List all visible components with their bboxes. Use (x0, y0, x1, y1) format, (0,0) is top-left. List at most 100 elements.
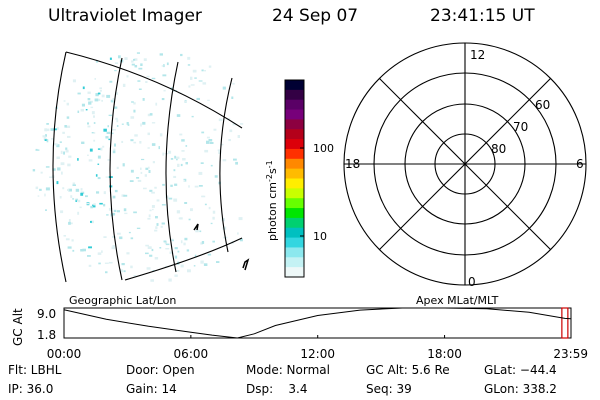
uv-speckle (123, 194, 128, 197)
uv-speckle (60, 162, 65, 166)
uv-speckle (72, 249, 75, 252)
info-field: GC Alt: 5.6 Re (366, 363, 450, 377)
uv-speckle (116, 125, 119, 127)
uv-speckle (133, 141, 137, 144)
uv-speckle (231, 96, 234, 99)
uv-speckle (179, 217, 183, 220)
uv-speckle (119, 236, 123, 240)
uv-speckle (91, 220, 94, 224)
uv-speckle (133, 211, 137, 214)
uv-speckle (53, 128, 57, 131)
colorbar-swatch (285, 168, 304, 179)
uv-speckle (207, 253, 212, 256)
info-field: GLon: 338.2 (484, 382, 557, 396)
uv-speckle (208, 65, 212, 68)
uv-speckle (91, 111, 95, 115)
uv-speckle (126, 75, 129, 78)
uv-speckle (168, 197, 173, 200)
uv-speckle (140, 167, 142, 170)
uv-speckle (44, 139, 48, 141)
x-tick-label: 23:59 (553, 347, 588, 361)
uv-speckle (180, 240, 183, 244)
uv-speckle (169, 238, 174, 241)
uv-speckle (103, 128, 107, 132)
uv-speckle (134, 65, 138, 68)
uv-speckle (129, 180, 134, 182)
uv-speckle (194, 185, 199, 188)
uv-speckle (59, 196, 62, 199)
uv-speckle (198, 80, 203, 82)
uv-speckle (97, 177, 101, 180)
uv-speckle (177, 250, 180, 253)
uv-speckle (56, 127, 59, 130)
uv-speckle (147, 113, 151, 117)
mlt-label-0: 0 (468, 275, 476, 289)
info-field: Door: Open (126, 363, 195, 377)
colorbar-swatch (285, 129, 304, 140)
uv-speckle (173, 198, 178, 202)
uv-speckle (50, 128, 54, 131)
uv-speckle (212, 216, 215, 220)
uv-speckle (152, 161, 155, 164)
uv-speckle (80, 188, 83, 191)
uv-speckle (140, 171, 143, 174)
uv-speckle (163, 64, 165, 68)
uv-speckle (97, 148, 101, 150)
uv-speckle (180, 264, 184, 268)
uv-speckle (111, 132, 114, 135)
uv-speckle (127, 123, 130, 126)
uv-speckle (51, 138, 54, 140)
uv-speckle (196, 97, 200, 100)
uv-speckle (218, 118, 223, 122)
uv-speckle (201, 131, 205, 134)
uv-speckle (150, 279, 154, 282)
uv-speckle (148, 166, 150, 169)
uv-speckle (106, 214, 109, 216)
uv-speckle (174, 255, 178, 259)
uv-speckle (126, 122, 129, 125)
uv-speckle (46, 139, 49, 143)
uv-speckle (154, 257, 159, 260)
uv-speckle (155, 216, 158, 219)
uv-speckle (63, 235, 66, 237)
uv-speckle (166, 62, 169, 66)
uv-speckle (232, 82, 235, 85)
info-field: IP: 36.0 (8, 382, 54, 396)
uv-speckle (57, 167, 61, 171)
uv-speckle (213, 128, 217, 131)
uv-speckle (142, 98, 145, 101)
uv-speckle (80, 108, 84, 112)
uv-speckle (98, 262, 101, 265)
info-field: Gain: 14 (126, 382, 177, 396)
uv-speckle (180, 163, 183, 167)
uv-speckle (121, 263, 125, 266)
uv-speckle (143, 187, 147, 190)
uv-speckle (98, 98, 101, 101)
uv-speckle (105, 176, 109, 178)
uv-speckle (137, 80, 141, 82)
info-field: Mode: Normal (246, 363, 330, 377)
uv-speckle (139, 141, 142, 144)
lat-label-60: 60 (535, 98, 550, 112)
uv-speckle (176, 114, 181, 117)
uv-speckle (65, 238, 70, 241)
uv-speckle (232, 123, 236, 126)
uv-speckle (90, 220, 92, 223)
uv-speckle (146, 267, 151, 270)
uv-speckle (161, 65, 164, 67)
uv-speckle (217, 149, 221, 151)
uv-speckle (87, 154, 89, 156)
uv-speckle (146, 75, 150, 78)
uv-speckle (201, 69, 204, 72)
uv-speckle (199, 230, 202, 233)
uv-speckle (104, 262, 109, 264)
uv-speckle (63, 151, 65, 155)
uv-speckle (155, 226, 158, 229)
uv-speckle (90, 106, 94, 109)
colorbar-swatch (285, 188, 304, 199)
uv-speckle (95, 93, 99, 97)
uv-speckle (87, 125, 91, 128)
uv-speckle (94, 78, 96, 80)
uv-speckle (77, 158, 79, 161)
